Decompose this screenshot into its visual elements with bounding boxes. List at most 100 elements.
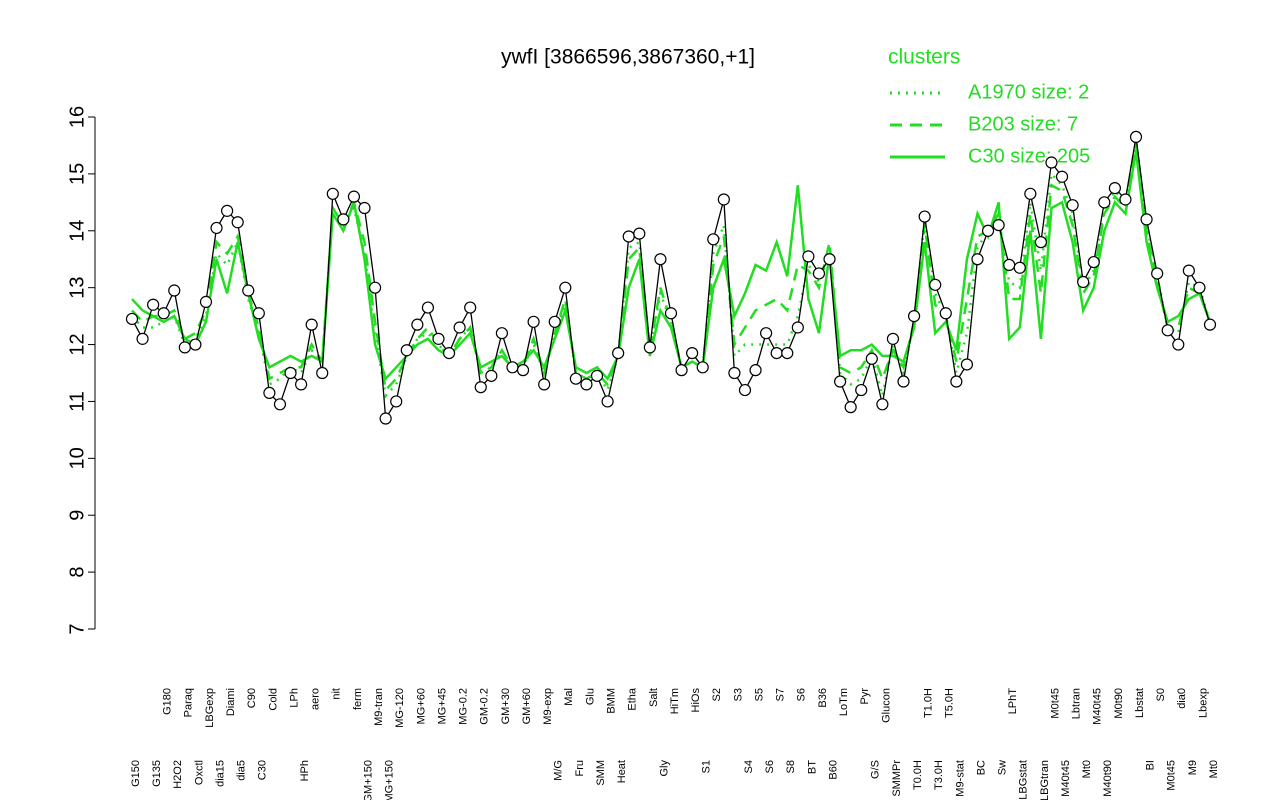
x-tick-label: GM+60: [521, 688, 533, 724]
data-point: [738, 383, 752, 397]
data-point: [1087, 255, 1100, 269]
x-tick-label: Diami: [225, 688, 237, 716]
x-tick-label: T0.0H: [912, 760, 924, 790]
x-tick-label: BT: [806, 760, 818, 774]
data-point: [1161, 324, 1174, 337]
data-point: [886, 332, 900, 345]
legend-title: clusters: [888, 46, 960, 69]
x-tick-label: Lbtran: [1071, 688, 1083, 719]
x-tick-label: Mt0: [1081, 760, 1093, 778]
x-tick-label: MG-0.2: [458, 688, 470, 725]
data-point: [580, 378, 593, 391]
data-point: [971, 253, 984, 266]
data-point: [717, 193, 730, 206]
x-tick-label: M0t90: [1113, 688, 1125, 719]
y-tick-label: 14: [66, 220, 88, 242]
x-tick-label: S2: [711, 688, 723, 701]
x-tick-label: G/S: [870, 760, 882, 779]
x-tick-label: C90: [246, 688, 258, 708]
x-tick-label: HiOs: [690, 688, 702, 713]
x-tick-label: S6: [764, 760, 776, 773]
data-point: [612, 346, 625, 360]
y-tick-label: 7: [66, 623, 88, 634]
x-tick-label: S6: [796, 688, 808, 701]
data-point: [368, 281, 382, 294]
data-point: [305, 318, 318, 331]
data-point: [474, 381, 487, 394]
x-tick-label: nit: [331, 688, 343, 700]
x-tick-label: G150: [130, 760, 142, 787]
data-point: [823, 253, 836, 266]
data-point: [939, 307, 952, 320]
x-tick-label: LPhT: [1007, 688, 1019, 715]
data-point: [1055, 170, 1069, 183]
cluster-line: [131, 145, 1212, 393]
data-point: [1140, 213, 1153, 226]
data-point: [231, 216, 244, 229]
y-tick-label: 15: [66, 163, 88, 185]
y-tick-label: 10: [66, 447, 88, 469]
data-point: [1203, 318, 1217, 331]
data-point: [876, 398, 889, 411]
data-point: [1034, 236, 1048, 249]
data-point: [601, 395, 614, 408]
data-point: [390, 395, 403, 408]
cluster-line: [131, 150, 1212, 382]
x-tick-label: BMM: [605, 688, 617, 714]
data-point: [950, 375, 963, 388]
y-tick-label: 8: [66, 567, 88, 578]
x-tick-label: Oxctl: [193, 760, 205, 785]
data-point: [157, 307, 170, 320]
x-tick-label: G135: [151, 760, 163, 787]
x-tick-label: M9: [1187, 760, 1199, 775]
data-point: [802, 250, 815, 263]
x-tick-label: M0t45: [1166, 760, 1178, 791]
x-tick-label: dia0: [1176, 688, 1188, 709]
x-tick-label: Lbexp: [1197, 688, 1209, 718]
x-tick-label: GM+30: [500, 688, 512, 724]
x-tick-label: Heat: [616, 760, 628, 783]
x-tick-label: M/G: [553, 760, 565, 781]
data-point: [337, 213, 350, 226]
x-tick-label: LBGexp: [204, 688, 216, 728]
data-point: [263, 386, 276, 400]
x-tick-label: H2O2: [172, 760, 184, 789]
data-point: [400, 344, 413, 357]
data-point: [918, 210, 931, 223]
data-point: [981, 224, 995, 237]
data-point: [686, 346, 699, 360]
data-point: [812, 267, 826, 280]
x-tick-label: S7: [775, 688, 787, 701]
x-tick-label: M9-exp: [542, 688, 554, 725]
x-tick-label: Paraq: [183, 688, 195, 717]
data-point: [495, 327, 509, 340]
data-point: [1098, 196, 1111, 209]
data-point: [664, 307, 678, 320]
data-point: [844, 401, 857, 414]
data-point: [992, 218, 1005, 232]
x-tick-label: M9-stat: [954, 760, 966, 797]
x-tick-label: B36: [817, 688, 829, 708]
data-point: [527, 315, 540, 328]
data-point: [770, 346, 783, 360]
x-tick-label: SMMPr: [891, 760, 903, 797]
data-point: [590, 369, 604, 382]
data-point: [358, 201, 371, 215]
data-point: [897, 375, 910, 388]
x-tick-label: Fru: [574, 760, 586, 777]
data-point: [210, 221, 223, 235]
data-point: [865, 352, 878, 365]
data-point: [432, 332, 445, 345]
data-point: [442, 346, 456, 360]
data-point: [559, 281, 572, 294]
data-point: [221, 204, 234, 217]
y-tick-label: 12: [66, 333, 88, 355]
y-tick-label: 9: [66, 510, 88, 521]
data-point: [485, 369, 498, 382]
x-tick-label: B60: [827, 760, 839, 780]
x-tick-label: G180: [162, 688, 174, 715]
x-tick-label: S8: [785, 760, 797, 773]
legend-label: B203 size: 7: [968, 113, 1078, 135]
data-point: [548, 315, 561, 328]
data-point: [506, 361, 519, 374]
